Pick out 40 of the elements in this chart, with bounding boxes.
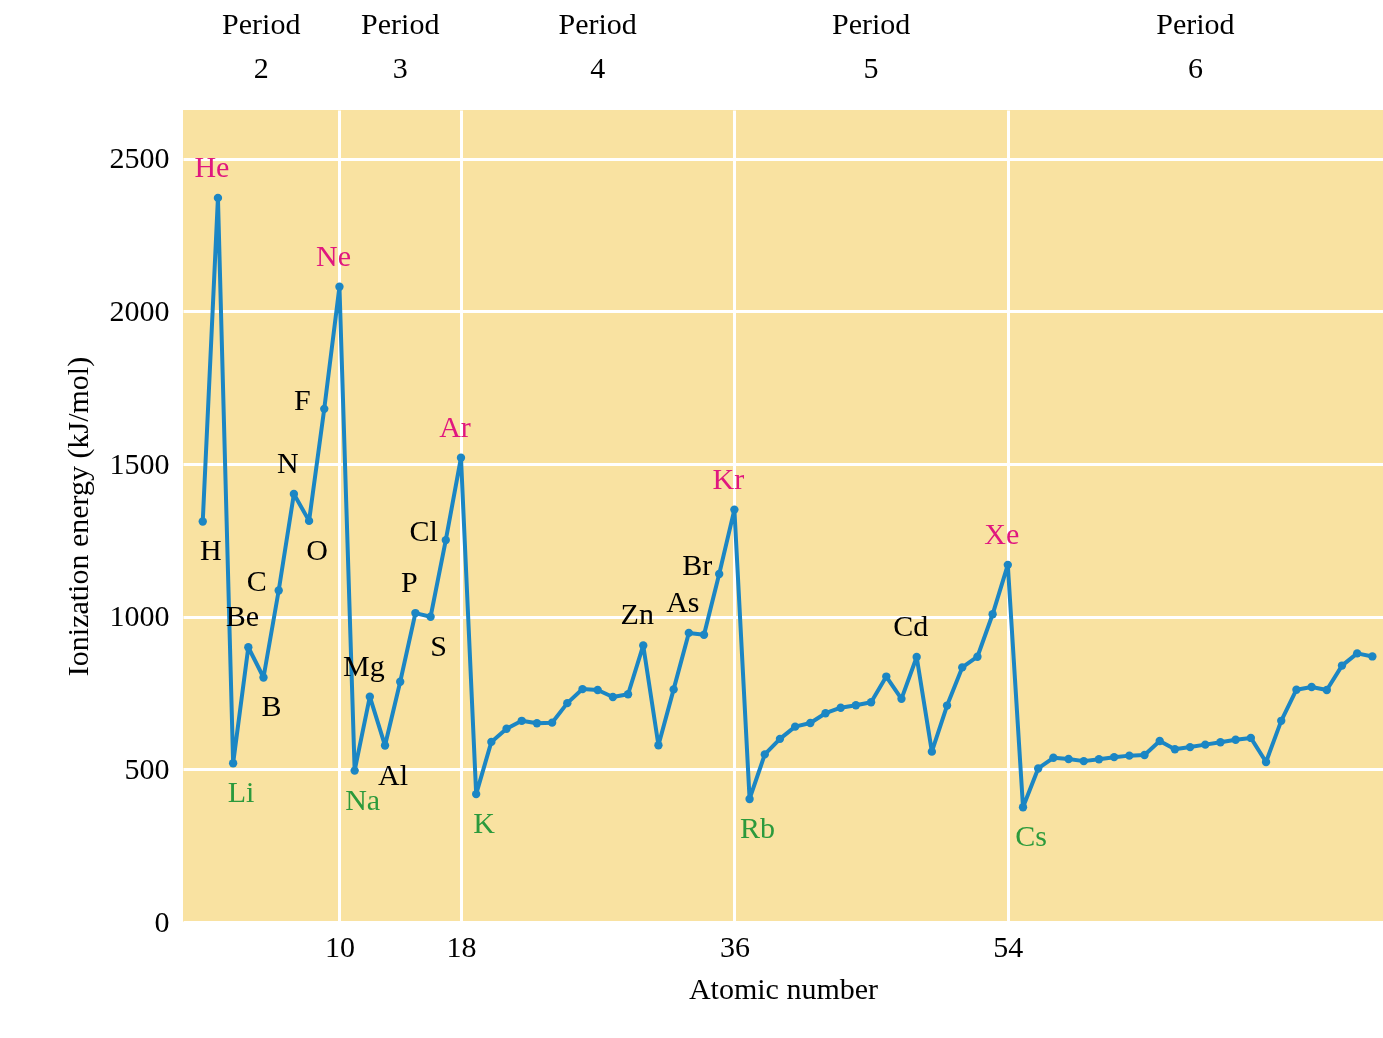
annotation: Cs <box>1015 819 1047 853</box>
x-tick-label: 10 <box>324 929 355 963</box>
y-tick-label: 2000 <box>109 293 170 327</box>
annotation: F <box>293 382 311 416</box>
y-tick-label: 1000 <box>109 599 170 633</box>
text: Period 6 <box>1156 7 1235 84</box>
annotation: O <box>306 532 328 566</box>
annotation: N <box>277 446 299 480</box>
annotation: Cl <box>409 514 438 548</box>
x-tick-label: 36 <box>719 929 750 963</box>
annotation: Xe <box>984 516 1020 550</box>
annotation: Al <box>378 757 409 791</box>
text: Period 4 <box>558 7 637 84</box>
annotation: As <box>666 584 700 618</box>
annotation: H <box>199 533 222 567</box>
annotation: K <box>473 806 496 840</box>
y-axis-title: Ionization energy (kJ/mol) <box>60 356 95 677</box>
annotation: Rb <box>740 810 776 844</box>
annotation: Br <box>682 548 713 581</box>
y-tick-label: 0 <box>154 904 170 938</box>
annotation: B <box>261 689 282 723</box>
annotation: Li <box>227 775 255 809</box>
x-tick-label: 54 <box>993 929 1024 963</box>
annotation: S <box>430 628 447 662</box>
annotation: Zn <box>620 597 654 631</box>
text: Period 3 <box>361 7 440 84</box>
x-axis-title: Atomic number <box>688 971 879 1005</box>
text: Period 5 <box>831 7 911 84</box>
annotation: Ne <box>315 238 351 272</box>
annotation: Cd <box>893 609 929 643</box>
annotation: C <box>246 564 267 598</box>
annotation: P <box>401 565 418 599</box>
y-tick-label: 1500 <box>109 446 170 480</box>
y-tick-label: 500 <box>124 751 170 785</box>
annotation: Ar <box>439 409 471 443</box>
annotation: Kr <box>712 461 745 495</box>
y-tick-label: 2500 <box>109 141 170 175</box>
text: Period 2 <box>222 7 301 84</box>
annotation: He <box>194 149 230 183</box>
x-tick-label: 18 <box>446 929 477 963</box>
